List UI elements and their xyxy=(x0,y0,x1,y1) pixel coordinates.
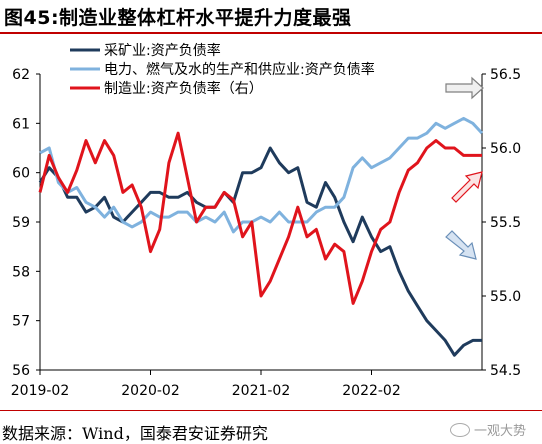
x-tick-label: 2021-02 xyxy=(232,383,291,399)
bottom-divider xyxy=(0,410,542,411)
y-right-tick-label: 54.5 xyxy=(490,363,521,379)
legend-label-3: 制造业:资产负债率（右） xyxy=(104,80,263,97)
y-left-tick-label: 60 xyxy=(12,166,30,182)
y-left-tick-label: 59 xyxy=(12,215,30,231)
title-divider xyxy=(0,32,542,34)
chart-axes: 56 57 58 59 60 61 62 54.5 55.0 55.5 56.0 56.5 2019-0… xyxy=(11,67,521,399)
legend-label-2: 电力、燃气及水的生产和供应业:资产负债率 xyxy=(104,61,375,78)
x-tick-label: 2019-02 xyxy=(11,383,70,399)
annotation-arrows xyxy=(445,76,484,260)
red-arrow-icon xyxy=(451,171,483,203)
y-left-tick-label: 56 xyxy=(12,363,30,379)
x-tick-label: 2022-02 xyxy=(342,383,401,399)
series-line-1 xyxy=(38,146,482,357)
watermark: 一观大势 xyxy=(450,420,526,439)
series-line-2 xyxy=(39,116,484,234)
y-right-tick-label: 55.5 xyxy=(490,215,521,231)
blue-arrow-icon xyxy=(445,230,477,260)
gray-arrow-icon xyxy=(445,76,484,100)
x-tick-label: 2020-02 xyxy=(121,383,180,399)
chart-title: 图45:制造业整体杠杆水平提升力度最强 xyxy=(4,7,352,29)
y-left-tick-label: 62 xyxy=(12,67,30,83)
legend-label-1: 采矿业:资产负债率 xyxy=(104,42,221,59)
y-left-tick-label: 61 xyxy=(12,116,30,132)
series-layer xyxy=(38,116,484,357)
y-left-tick-label: 57 xyxy=(12,314,30,330)
watermark-text: 一观大势 xyxy=(474,424,527,439)
y-right-tick-label: 56.5 xyxy=(490,67,521,83)
y-right-tick-label: 56.0 xyxy=(490,141,521,157)
series-line-3 xyxy=(38,131,482,305)
y-right-tick-label: 55.0 xyxy=(490,289,521,305)
line-chart: 56 57 58 59 60 61 62 54.5 55.0 55.5 56.0 56.5 2019-0… xyxy=(11,42,521,399)
chart-legend: 采矿业:资产负债率电力、燃气及水的生产和供应业:资产负债率制造业:资产负债率（右… xyxy=(70,42,375,97)
source-note: 数据来源：Wind，国泰君安证券研究 xyxy=(2,424,268,443)
y-left-tick-label: 58 xyxy=(12,264,30,280)
watermark-logo-icon xyxy=(450,422,470,437)
